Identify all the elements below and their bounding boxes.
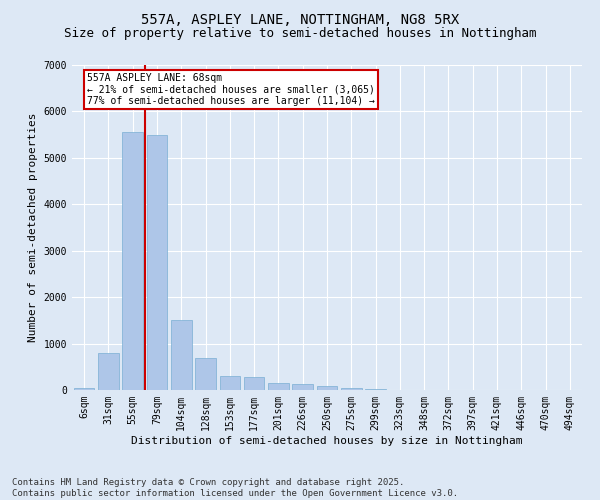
Bar: [365, 389, 386, 390]
Text: 557A, ASPLEY LANE, NOTTINGHAM, NG8 5RX: 557A, ASPLEY LANE, NOTTINGHAM, NG8 5RX: [141, 12, 459, 26]
Text: Contains HM Land Registry data © Crown copyright and database right 2025.
Contai: Contains HM Land Registry data © Crown c…: [12, 478, 458, 498]
Bar: [171, 320, 191, 390]
Bar: [146, 134, 167, 390]
X-axis label: Distribution of semi-detached houses by size in Nottingham: Distribution of semi-detached houses by …: [131, 436, 523, 446]
Bar: [317, 386, 337, 390]
Bar: [268, 382, 289, 390]
Bar: [122, 132, 143, 390]
Bar: [244, 378, 265, 390]
Bar: [98, 353, 119, 390]
Bar: [195, 358, 216, 390]
Text: Size of property relative to semi-detached houses in Nottingham: Size of property relative to semi-detach…: [64, 28, 536, 40]
Bar: [292, 384, 313, 390]
Text: 557A ASPLEY LANE: 68sqm
← 21% of semi-detached houses are smaller (3,065)
77% of: 557A ASPLEY LANE: 68sqm ← 21% of semi-de…: [88, 73, 375, 106]
Bar: [220, 376, 240, 390]
Bar: [74, 388, 94, 390]
Bar: [341, 388, 362, 390]
Y-axis label: Number of semi-detached properties: Number of semi-detached properties: [28, 113, 38, 342]
